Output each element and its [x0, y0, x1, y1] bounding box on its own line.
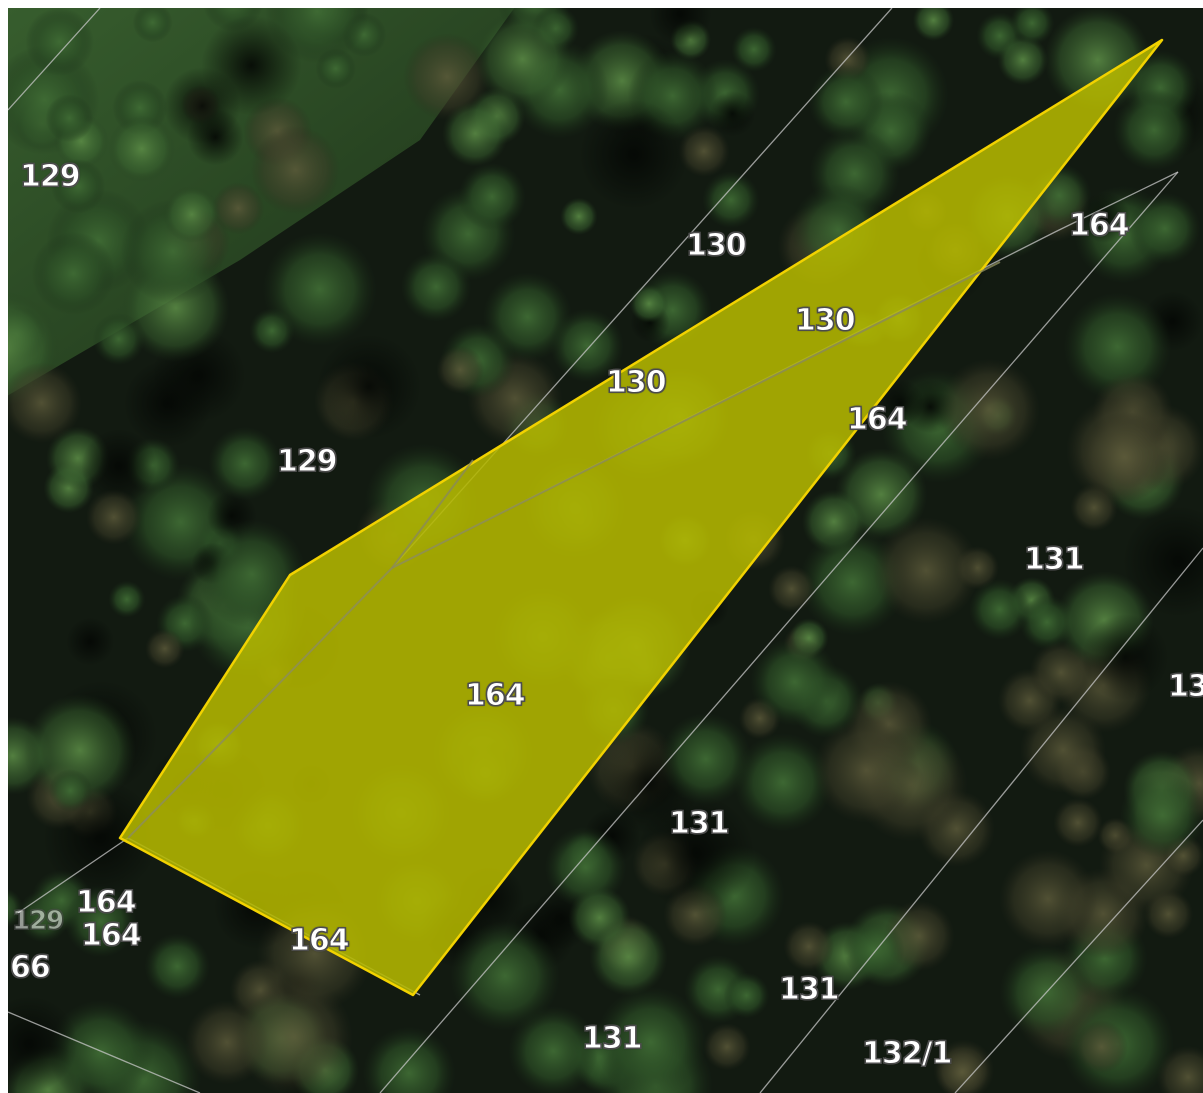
- tree-canopy: [1053, 797, 1103, 848]
- boundary-line: [8, 8, 101, 111]
- tree-canopy: [1075, 1020, 1128, 1074]
- tree-canopy: [450, 921, 560, 1031]
- tree-canopy: [595, 986, 707, 1093]
- tree-canopy: [659, 713, 752, 805]
- tree-canopy: [733, 733, 833, 832]
- tree-canopy: [731, 26, 777, 73]
- tree-canopy: [163, 186, 221, 243]
- tree-canopy: [50, 158, 106, 214]
- tree-canopy: [843, 919, 905, 981]
- boundary-line: [379, 171, 1179, 1093]
- tree-canopy: [1156, 1045, 1203, 1093]
- tree-canopy: [768, 565, 816, 613]
- tree-canopy: [251, 125, 340, 215]
- tree-canopy: [66, 617, 115, 666]
- tree-canopy: [145, 628, 185, 669]
- tree-canopy: [458, 162, 526, 231]
- tree-canopy: [212, 182, 265, 235]
- boundary-line: [8, 1011, 201, 1093]
- tree-canopy: [813, 717, 920, 824]
- tree-canopy: [508, 1006, 599, 1093]
- tree-canopy: [560, 197, 598, 236]
- tree-canopy: [48, 999, 154, 1093]
- tree-canopy: [579, 99, 689, 210]
- tree-canopy: [23, 694, 136, 807]
- selected-parcel-164[interactable]: [118, 38, 1164, 997]
- tree-canopy: [969, 579, 1031, 640]
- map-viewport[interactable]: 129 130 164 130 130 164 129 131 13 164 1…: [8, 8, 1203, 1093]
- tree-canopy: [703, 1023, 751, 1071]
- tree-canopy: [208, 426, 282, 501]
- tree-canopy: [108, 580, 146, 618]
- tree-canopy: [132, 8, 173, 43]
- tree-canopy: [1119, 772, 1203, 858]
- tree-canopy: [783, 921, 835, 972]
- tree-canopy: [935, 1046, 989, 1093]
- tree-canopy: [872, 517, 980, 624]
- tree-canopy: [938, 358, 1041, 461]
- tree-canopy: [1113, 89, 1195, 171]
- tree-canopy: [403, 33, 491, 121]
- boundary-line: [954, 819, 1203, 1093]
- tree-canopy: [400, 251, 472, 322]
- tree-canopy: [8, 362, 82, 444]
- tree-canopy: [750, 637, 840, 727]
- tree-canopy: [8, 888, 23, 928]
- tree-canopy: [442, 100, 509, 167]
- tree-canopy: [25, 8, 94, 76]
- tree-canopy: [474, 10, 571, 108]
- tree-canopy: [702, 171, 760, 229]
- tree-canopy: [1081, 614, 1169, 701]
- tree-canopy: [86, 489, 142, 545]
- tree-canopy: [201, 15, 302, 116]
- tree-canopy: [997, 34, 1049, 86]
- tree-canopy: [108, 115, 175, 183]
- tree-canopy: [316, 334, 422, 440]
- tree-canopy: [1009, 8, 1055, 46]
- tree-canopy: [262, 232, 377, 347]
- tree-canopy: [808, 64, 884, 140]
- tree-canopy: [1143, 889, 1194, 939]
- tree-canopy: [482, 272, 573, 362]
- tree-canopy: [1019, 707, 1107, 794]
- tree-canopy: [678, 125, 730, 177]
- satellite-map-canvas[interactable]: [8, 8, 1203, 1093]
- parcel-internal-boundaries: [127, 261, 1001, 839]
- tree-canopy: [31, 231, 115, 315]
- tree-canopy: [550, 308, 624, 383]
- tree-canopy: [589, 917, 668, 996]
- tree-canopy: [912, 8, 955, 41]
- tree-canopy: [64, 885, 137, 958]
- tree-canopy: [999, 850, 1097, 948]
- tree-canopy: [48, 769, 92, 813]
- tree-canopy: [709, 90, 756, 137]
- tree-canopy: [436, 345, 485, 394]
- tree-canopy: [629, 284, 669, 323]
- boundary-line: [759, 547, 1203, 1093]
- tree-canopy: [144, 933, 211, 1000]
- tree-canopy: [1128, 192, 1201, 265]
- tree-canopy: [1079, 411, 1170, 503]
- tree-canopy: [1079, 192, 1130, 243]
- tree-canopy: [81, 428, 157, 504]
- tree-canopy: [648, 8, 712, 46]
- tree-canopy: [45, 94, 94, 142]
- tree-canopy: [723, 972, 770, 1019]
